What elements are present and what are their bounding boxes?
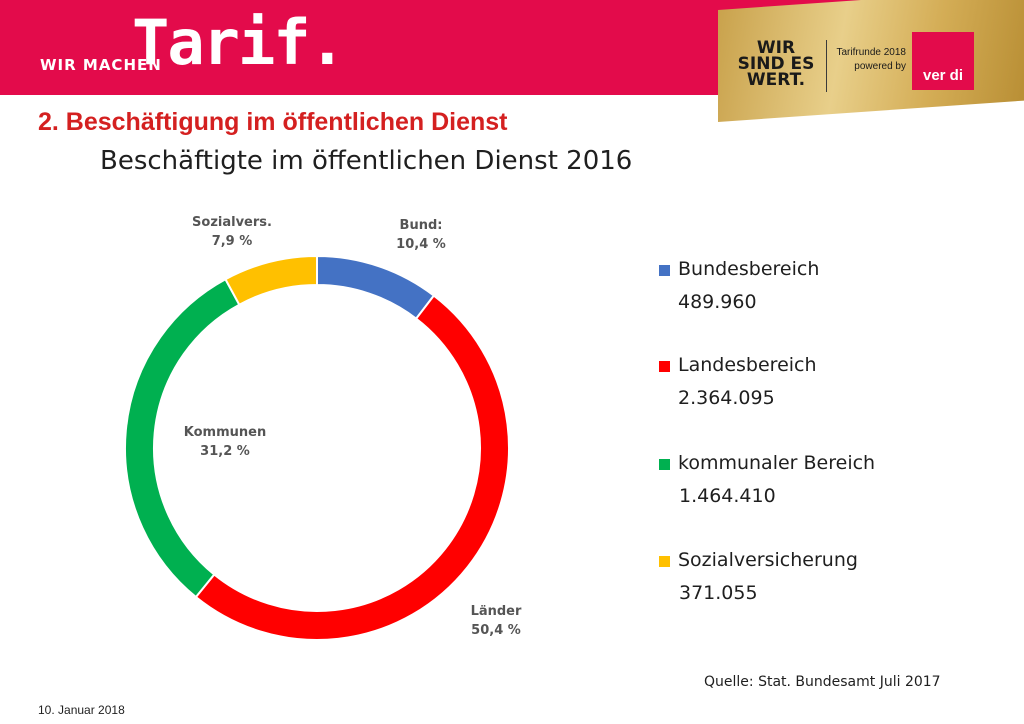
legend-name: Bundesbereich xyxy=(678,258,820,280)
banner-brand: Tarif. xyxy=(132,6,346,79)
banner-prefix: WIR MACHEN xyxy=(40,56,162,74)
slice-label-percent: 50,4 % xyxy=(471,623,521,638)
slice-label-percent: 7,9 % xyxy=(211,234,253,249)
slice-label-percent: 10,4 % xyxy=(396,237,446,252)
legend-value: 371.055 xyxy=(679,582,758,604)
legend-value: 1.464.410 xyxy=(679,485,776,507)
slice-label-name: Länder xyxy=(470,604,522,619)
badge-divider xyxy=(826,40,827,92)
slice-label-name: Bund: xyxy=(399,218,443,233)
legend-name: Sozialversicherung xyxy=(678,549,858,571)
donut-slice-bund xyxy=(316,254,436,321)
legend-swatch xyxy=(659,459,670,470)
legend-swatch xyxy=(659,361,670,372)
badge-caption-line1: Tarifrunde 2018 xyxy=(836,47,907,58)
badge-caption: Tarifrunde 2018 powered by xyxy=(836,46,907,74)
donut-slice-sozialvers xyxy=(224,254,318,307)
source-note: Quelle: Stat. Bundesamt Juli 2017 xyxy=(704,674,941,690)
slice-label-name: Kommunen xyxy=(183,425,267,440)
slice-label-bund: Bund: 10,4 % xyxy=(366,216,476,254)
legend-name: kommunaler Bereich xyxy=(678,452,876,474)
legend-name: Landesbereich xyxy=(678,354,817,376)
slice-label-kommunen: Kommunen 31,2 % xyxy=(170,423,280,461)
slice-label-laender: Länder 50,4 % xyxy=(441,602,551,640)
slice-label-sozialvers: Sozialvers. 7,9 % xyxy=(177,213,287,251)
legend-value: 2.364.095 xyxy=(678,387,775,409)
legend-value: 489.960 xyxy=(678,291,757,313)
section-title: 2. Beschäftigung im öffentlichen Dienst xyxy=(38,108,508,136)
slice-label-percent: 31,2 % xyxy=(200,444,250,459)
verdi-logo: ver di xyxy=(912,32,974,90)
legend-swatch xyxy=(659,265,670,276)
chart-title: Beschäftigte im öffentlichen Dienst 2016 xyxy=(100,146,633,176)
slice-label-name: Sozialvers. xyxy=(192,215,272,230)
legend-swatch xyxy=(659,556,670,567)
badge-caption-line2: powered by xyxy=(854,61,906,72)
footer-date: 10. Januar 2018 xyxy=(38,703,125,717)
badge-slogan: WIR SIND ES WERT. xyxy=(737,38,815,90)
donut-slice-laender xyxy=(194,294,510,641)
